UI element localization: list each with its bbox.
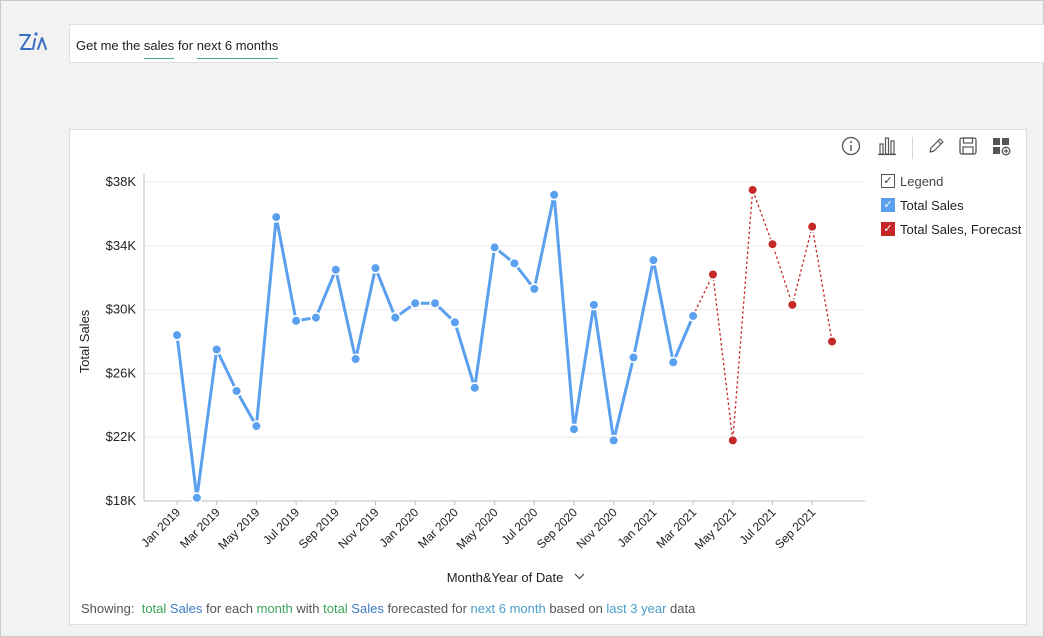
data-point-total-sales[interactable] bbox=[627, 351, 640, 364]
summary-segment: with bbox=[292, 601, 324, 616]
data-point-total-sales[interactable] bbox=[508, 257, 521, 269]
data-point-total-sales[interactable] bbox=[310, 311, 322, 324]
chevron-down-icon[interactable] bbox=[574, 573, 585, 580]
y-tick-label: $30K bbox=[106, 302, 137, 317]
legend-checkbox[interactable]: ✓ bbox=[881, 222, 895, 236]
data-point-total-sales[interactable] bbox=[350, 353, 362, 365]
legend-item-total-sales-forecast[interactable]: ✓ Total Sales, Forecast bbox=[881, 220, 1021, 238]
save-icon[interactable] bbox=[957, 135, 979, 157]
summary-segment: total bbox=[138, 601, 167, 616]
x-tick-label: Jan 2020 bbox=[376, 505, 421, 550]
summary-segment: Showing: bbox=[81, 601, 139, 616]
y-tick-label: $38K bbox=[106, 174, 137, 189]
data-point-total-sales[interactable] bbox=[568, 423, 580, 435]
data-point-total-sales-forecast[interactable] bbox=[707, 268, 719, 281]
summary-segment: based on bbox=[545, 601, 607, 616]
data-point-total-sales[interactable] bbox=[171, 329, 183, 341]
query-summary: Showing: total Sales for each month with… bbox=[81, 601, 695, 616]
edit-icon[interactable] bbox=[925, 135, 947, 157]
x-tick-label: Jan 2021 bbox=[615, 505, 660, 550]
y-tick-label: $34K bbox=[106, 238, 137, 253]
y-tick-label: $18K bbox=[106, 493, 137, 508]
legend-item-total-sales[interactable]: ✓ Total Sales bbox=[881, 196, 964, 214]
x-tick-label: Sep 2021 bbox=[772, 505, 818, 551]
chart-toolbar bbox=[838, 135, 1018, 161]
data-point-total-sales[interactable] bbox=[250, 420, 262, 432]
legend-item-label: Total Sales bbox=[900, 197, 964, 213]
summary-segment: for each bbox=[202, 601, 257, 616]
data-point-total-sales-forecast[interactable] bbox=[826, 335, 838, 348]
summary-segment: forecasted for bbox=[383, 601, 471, 616]
data-point-total-sales[interactable] bbox=[270, 211, 282, 223]
data-point-total-sales[interactable] bbox=[409, 297, 421, 309]
x-tick-label: Nov 2020 bbox=[574, 505, 620, 551]
query-text-token: Get me the bbox=[76, 38, 144, 53]
x-tick-label: May 2021 bbox=[692, 505, 739, 552]
data-point-total-sales[interactable] bbox=[389, 311, 401, 324]
legend-checkbox[interactable]: ✓ bbox=[881, 198, 895, 212]
summary-segment: month bbox=[256, 601, 293, 616]
y-tick-label: $26K bbox=[106, 365, 137, 380]
data-point-total-sales-forecast[interactable] bbox=[747, 184, 759, 196]
zia-logo-icon bbox=[19, 32, 47, 50]
data-point-total-sales[interactable] bbox=[369, 262, 382, 274]
data-point-total-sales[interactable] bbox=[191, 492, 203, 504]
data-point-total-sales[interactable] bbox=[489, 241, 501, 253]
data-point-total-sales[interactable] bbox=[528, 283, 540, 295]
summary-segment: Sales bbox=[166, 601, 203, 616]
add-to-dashboard-icon[interactable] bbox=[990, 135, 1012, 157]
data-point-total-sales[interactable] bbox=[429, 297, 441, 309]
data-point-total-sales[interactable] bbox=[449, 316, 461, 328]
query-input[interactable]: Get me the sales for next 6 months bbox=[69, 24, 1044, 63]
data-point-total-sales-forecast[interactable] bbox=[727, 434, 739, 446]
data-point-total-sales[interactable] bbox=[608, 434, 620, 446]
x-tick-label: Jan 2019 bbox=[138, 505, 183, 550]
query-text-token: for bbox=[174, 38, 197, 53]
data-point-total-sales[interactable] bbox=[469, 382, 481, 394]
data-point-total-sales[interactable] bbox=[687, 310, 699, 322]
data-point-total-sales[interactable] bbox=[330, 264, 342, 276]
data-point-total-sales[interactable] bbox=[548, 189, 560, 201]
data-point-total-sales-forecast[interactable] bbox=[766, 238, 779, 250]
legend-title: Legend bbox=[900, 173, 944, 189]
summary-segment: total bbox=[323, 601, 348, 616]
toolbar-divider bbox=[912, 137, 913, 159]
query-text[interactable]: Get me the sales for next 6 months bbox=[76, 38, 279, 59]
x-tick-label: Nov 2019 bbox=[335, 505, 381, 551]
x-tick-label: May 2019 bbox=[215, 505, 262, 552]
data-point-total-sales[interactable] bbox=[667, 356, 679, 368]
data-point-total-sales-forecast[interactable] bbox=[786, 299, 798, 311]
series-line-total-sales bbox=[175, 193, 695, 500]
data-point-total-sales[interactable] bbox=[588, 299, 600, 311]
summary-segment: last 3 year bbox=[606, 601, 667, 616]
legend-item-label: Total Sales, Forecast bbox=[900, 221, 1022, 237]
query-entity-token[interactable]: sales bbox=[143, 38, 175, 59]
query-entity-token[interactable]: next 6 months bbox=[196, 38, 279, 59]
x-axis-title[interactable]: Month&Year of Date bbox=[447, 570, 564, 585]
legend-toggle-all[interactable]: ✓ Legend bbox=[881, 172, 943, 190]
y-axis-title: Total Sales bbox=[77, 309, 92, 373]
legend-checkbox[interactable]: ✓ bbox=[881, 174, 895, 188]
summary-segment: next 6 month bbox=[470, 601, 546, 616]
y-tick-label: $22K bbox=[106, 429, 137, 444]
x-tick-label: May 2020 bbox=[454, 505, 501, 552]
data-point-total-sales-forecast[interactable] bbox=[806, 221, 818, 233]
chart-panel: $18K $22K $26K $30K $34K $38K Jan 2019 Mar 2019… bbox=[69, 129, 1027, 625]
info-icon[interactable] bbox=[840, 135, 862, 157]
summary-segment: data bbox=[666, 601, 696, 616]
data-point-total-sales[interactable] bbox=[230, 385, 243, 397]
data-point-total-sales[interactable] bbox=[290, 315, 302, 327]
x-tick-label: Sep 2020 bbox=[534, 505, 580, 551]
data-point-total-sales[interactable] bbox=[211, 343, 223, 356]
data-point-total-sales[interactable] bbox=[647, 254, 660, 266]
x-tick-label: Sep 2019 bbox=[296, 505, 342, 551]
chart-type-icon[interactable] bbox=[876, 135, 898, 157]
summary-segment: Sales bbox=[347, 601, 384, 616]
